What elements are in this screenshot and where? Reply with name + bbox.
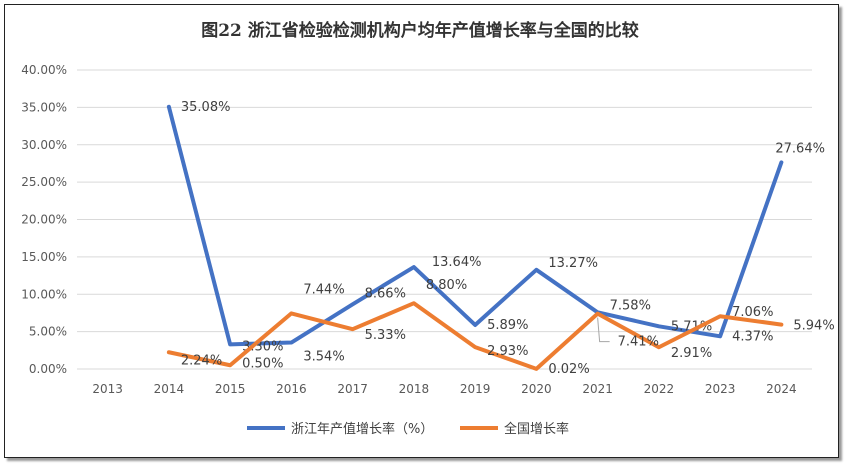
y-tick-label: 25.00% bbox=[21, 175, 67, 189]
x-tick-label: 2015 bbox=[215, 382, 246, 396]
data-label: 0.50% bbox=[242, 356, 283, 371]
data-label: 5.89% bbox=[487, 318, 528, 333]
data-label: 3.30% bbox=[242, 339, 283, 354]
data-label: 13.64% bbox=[432, 255, 482, 270]
x-tick-label: 2019 bbox=[460, 382, 491, 396]
series-line-1 bbox=[166, 104, 784, 347]
y-tick-label: 10.00% bbox=[21, 287, 67, 301]
x-tick-label: 2023 bbox=[705, 382, 736, 396]
x-tick-label: 2013 bbox=[92, 382, 123, 396]
y-tick-label: 15.00% bbox=[21, 250, 67, 264]
data-label: 27.64% bbox=[775, 141, 825, 156]
x-tick-label: 2021 bbox=[582, 382, 613, 396]
data-label: 7.06% bbox=[732, 305, 773, 320]
data-label: 7.44% bbox=[303, 282, 344, 297]
chart-title: 图22 浙江省检验检测机构户均年产值增长率与全国的比较 bbox=[201, 20, 639, 41]
data-label: 8.80% bbox=[426, 278, 467, 293]
data-label: 13.27% bbox=[548, 256, 598, 271]
x-tick-label: 2024 bbox=[766, 382, 797, 396]
y-tick-label: 35.00% bbox=[21, 100, 67, 114]
y-tick-label: 40.00% bbox=[21, 63, 67, 77]
data-label: 7.41% bbox=[618, 335, 659, 350]
data-label: 0.02% bbox=[548, 362, 589, 377]
data-label: 8.66% bbox=[365, 286, 406, 301]
x-tick-label: 2018 bbox=[399, 382, 430, 396]
data-label: 4.37% bbox=[732, 329, 773, 344]
data-label: 35.08% bbox=[181, 100, 231, 115]
legend-label: 全国增长率 bbox=[504, 421, 569, 437]
x-tick-label: 2016 bbox=[276, 382, 307, 396]
x-tick-label: 2022 bbox=[644, 382, 675, 396]
y-tick-label: 5.00% bbox=[29, 325, 67, 339]
chart-frame bbox=[4, 4, 839, 458]
data-label: 2.91% bbox=[671, 346, 712, 361]
data-label: 5.94% bbox=[793, 319, 834, 334]
data-label: 3.54% bbox=[303, 350, 344, 365]
x-tick-label: 2014 bbox=[154, 382, 185, 396]
x-tick-label: 2017 bbox=[337, 382, 368, 396]
x-tick-label: 2020 bbox=[521, 382, 552, 396]
data-label: 5.71% bbox=[671, 319, 712, 334]
data-label: 2.93% bbox=[487, 344, 528, 359]
data-label: 7.58% bbox=[610, 298, 651, 313]
leader-line bbox=[597, 317, 610, 343]
data-label: 5.33% bbox=[365, 328, 406, 343]
y-tick-label: 0.00% bbox=[29, 362, 67, 376]
y-tick-label: 30.00% bbox=[21, 138, 67, 152]
legend-label: 浙江年产值增长率（%） bbox=[291, 421, 433, 437]
data-label: 2.24% bbox=[181, 353, 222, 368]
y-tick-label: 20.00% bbox=[21, 213, 67, 227]
